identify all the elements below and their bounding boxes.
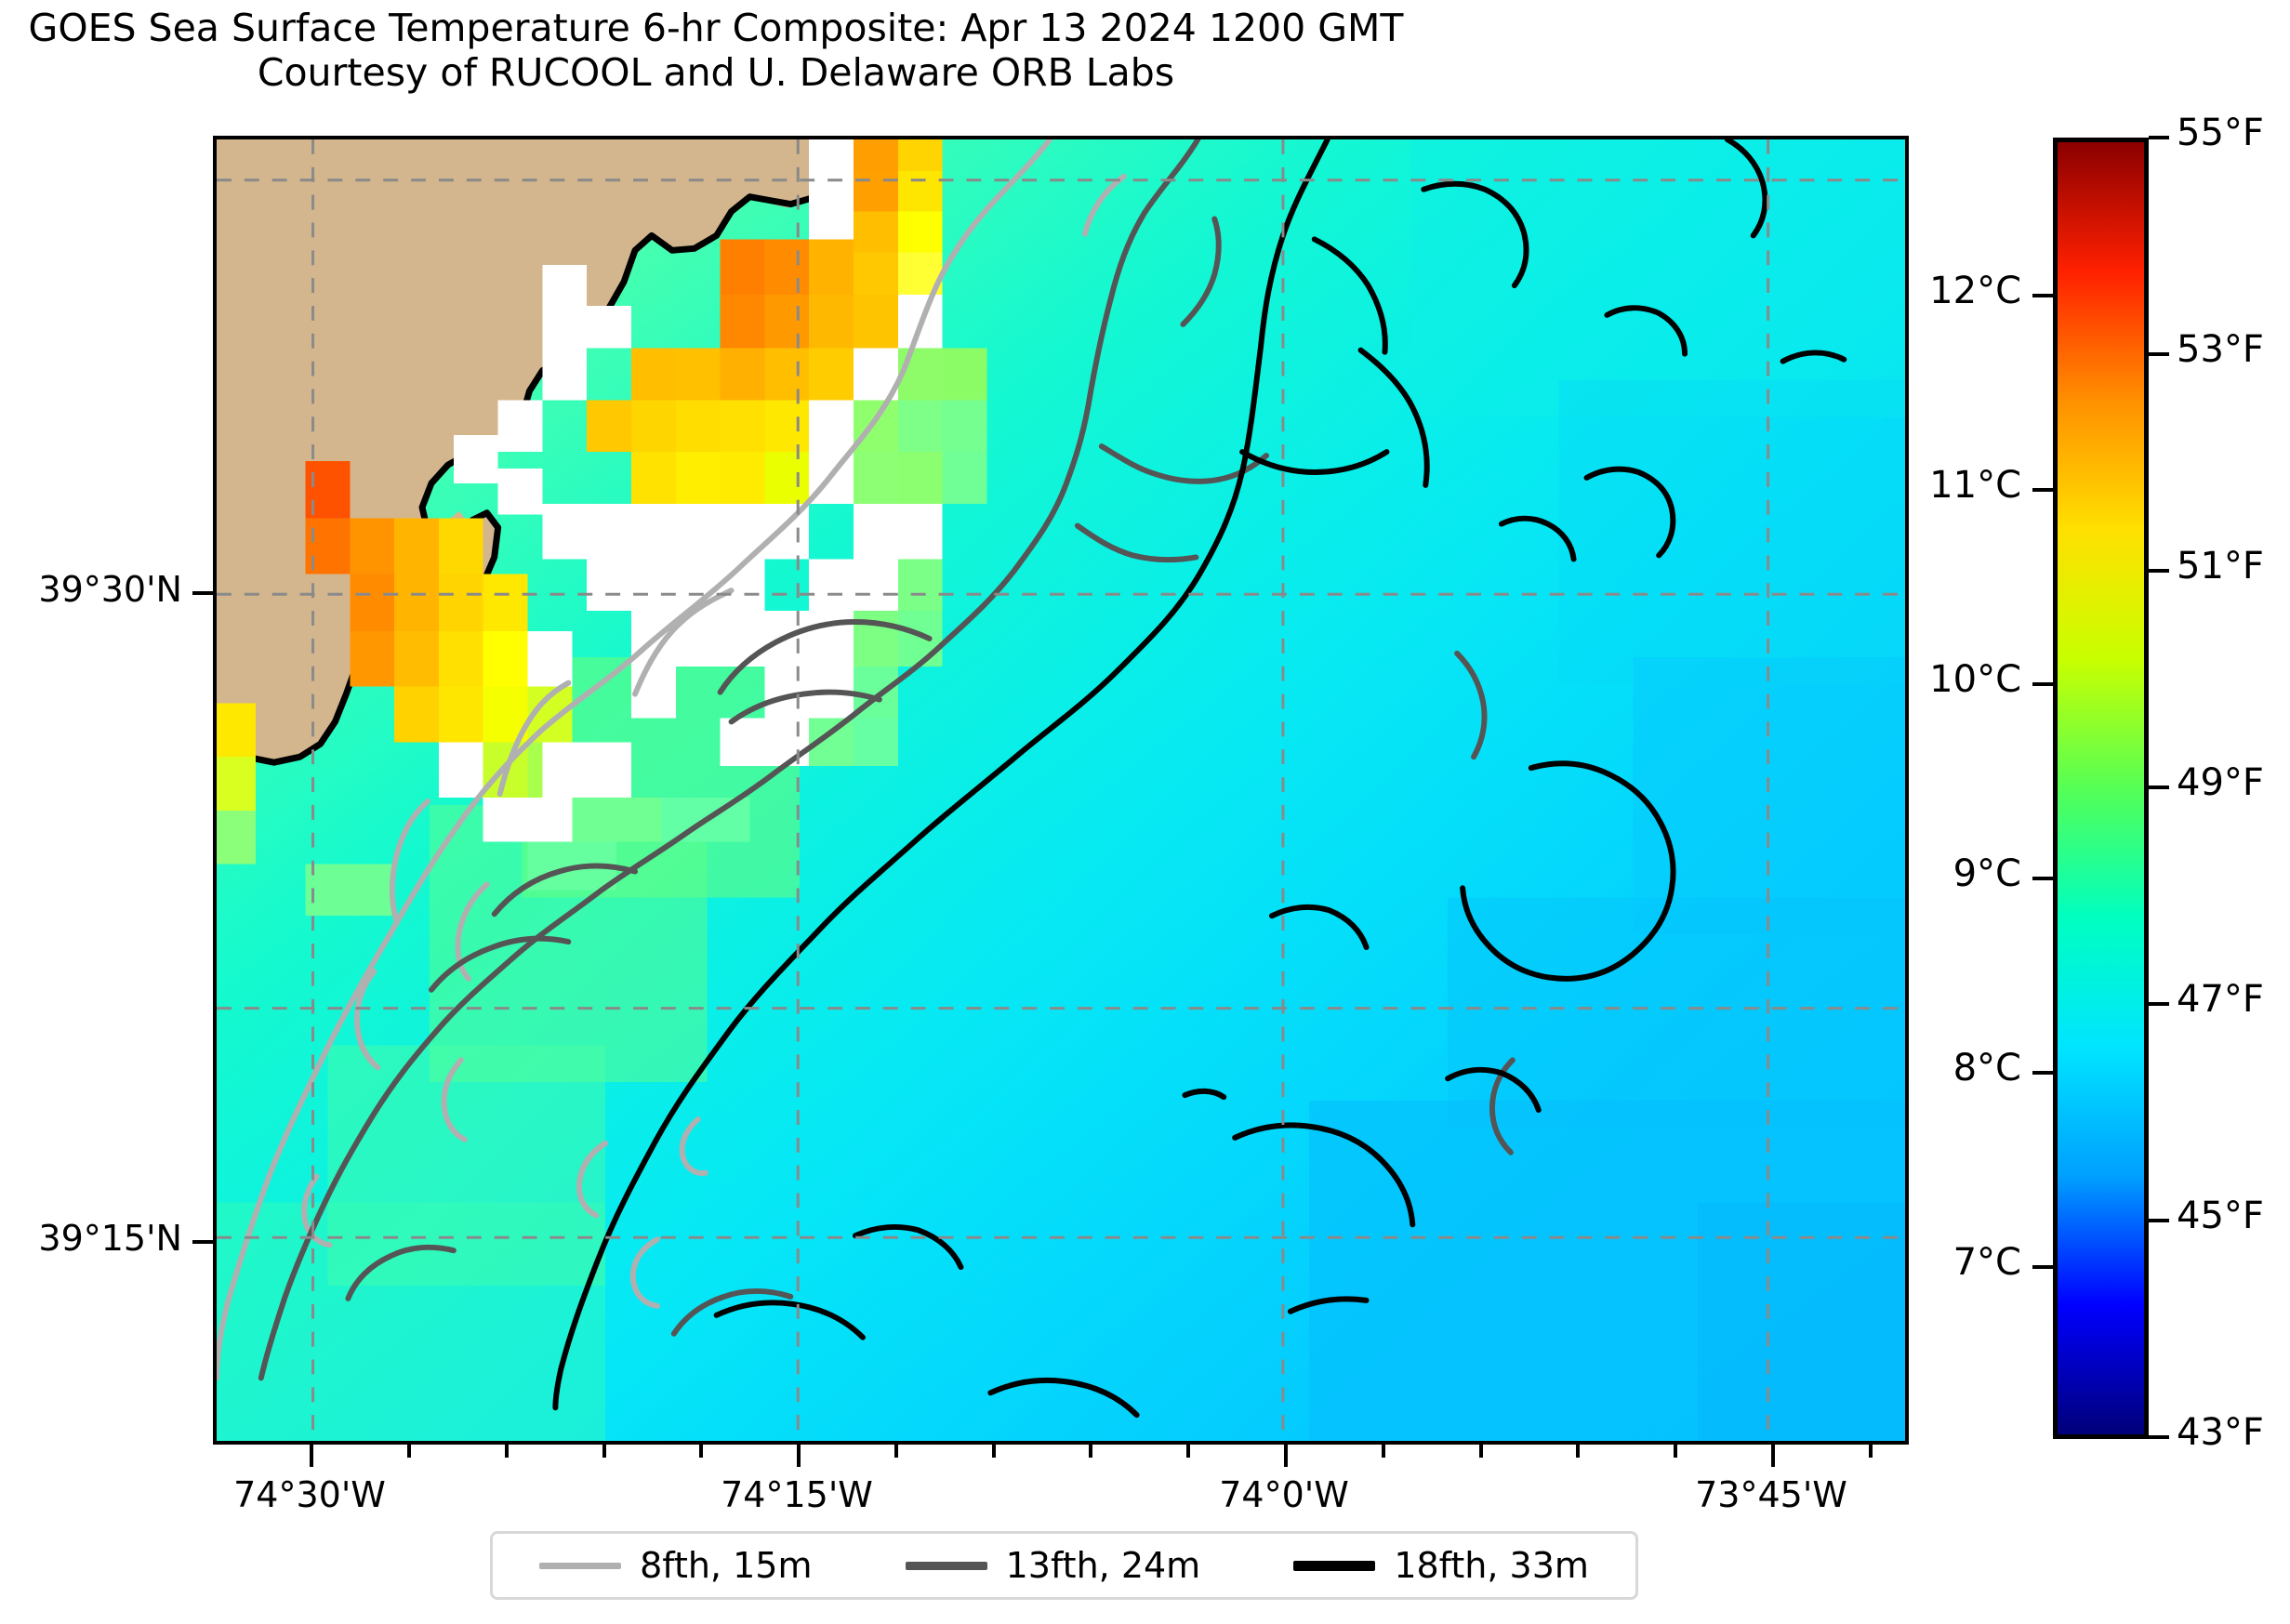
temperature-colorbar (2053, 138, 2149, 1439)
xtick-minor (894, 1445, 898, 1458)
legend-line-18fth (1293, 1560, 1376, 1571)
xtick-minor (1089, 1445, 1092, 1458)
xtick-minor (699, 1445, 703, 1458)
cbar-tick-45f (2149, 1219, 2169, 1222)
legend-item-8fth: 8fth, 15m (539, 1545, 812, 1586)
cbar-tick-49f (2149, 786, 2169, 789)
cbar-tick-12c (2032, 294, 2053, 297)
chart-title: GOES Sea Surface Temperature 6-hr Compos… (0, 6, 1432, 96)
xtick-minor (1674, 1445, 1677, 1458)
legend-line-8fth (539, 1562, 622, 1569)
xtick-minor (407, 1445, 411, 1458)
bathymetry-18fth-contour (552, 139, 1847, 1419)
map-canvas (217, 139, 1905, 1441)
colorbar-gradient (2058, 142, 2144, 1434)
ytick-mark-3915n (192, 1240, 213, 1244)
cbar-label-55f: 55°F (2177, 112, 2264, 154)
legend-label-18fth: 18fth, 33m (1394, 1545, 1589, 1586)
legend-item-13fth: 13fth, 24m (905, 1545, 1201, 1586)
ytick-label-3915n: 39°15'N (38, 1218, 182, 1259)
ytick-mark-3930n (192, 591, 213, 595)
xtick-minor (1576, 1445, 1580, 1458)
warm-sst-pixels (217, 139, 987, 917)
legend-label-8fth: 8fth, 15m (640, 1545, 813, 1586)
cbar-tick-47f (2149, 1002, 2169, 1006)
cbar-tick-9c (2032, 877, 2053, 880)
xtick-mark-7430w (310, 1445, 313, 1467)
cbar-label-9c: 9°C (1952, 852, 2021, 895)
cbar-label-11c: 11°C (1929, 464, 2021, 507)
cbar-tick-51f (2149, 569, 2169, 573)
xtick-minor (1382, 1445, 1385, 1458)
legend-line-13fth (905, 1561, 987, 1570)
cbar-label-10c: 10°C (1929, 658, 2021, 701)
xtick-minor (992, 1445, 996, 1458)
xtick-label-7430w: 74°30'W (233, 1474, 386, 1515)
title-line-1: GOES Sea Surface Temperature 6-hr Compos… (28, 6, 1404, 50)
cbar-label-53f: 53°F (2177, 328, 2264, 371)
xtick-label-7345w: 73°45'W (1695, 1474, 1847, 1515)
ytick-label-3930n: 39°30'N (38, 569, 182, 610)
cbar-tick-53f (2149, 352, 2169, 356)
xtick-label-7415w: 74°15'W (721, 1474, 873, 1515)
cbar-tick-10c (2032, 682, 2053, 686)
cbar-label-8c: 8°C (1952, 1047, 2021, 1089)
xtick-minor (1869, 1445, 1873, 1458)
cbar-label-47f: 47°F (2177, 978, 2264, 1021)
cbar-label-12c: 12°C (1929, 270, 2021, 312)
map-gridlines (217, 139, 1905, 1441)
title-line-2: Courtesy of RUCOOL and U. Delaware ORB L… (257, 50, 1175, 96)
xtick-minor (505, 1445, 509, 1458)
cbar-label-49f: 49°F (2177, 761, 2264, 804)
cbar-label-7c: 7°C (1952, 1241, 2021, 1284)
cbar-tick-55f (2149, 136, 2169, 139)
cbar-tick-11c (2032, 488, 2053, 492)
legend-label-13fth: 13fth, 24m (1005, 1545, 1201, 1586)
cbar-label-43f: 43°F (2177, 1411, 2264, 1454)
legend-item-18fth: 18fth, 33m (1293, 1545, 1589, 1586)
xtick-mark-7345w (1771, 1445, 1775, 1467)
xtick-label-740w: 74°0'W (1219, 1474, 1349, 1515)
xtick-minor (1479, 1445, 1483, 1458)
cbar-tick-8c (2032, 1071, 2053, 1075)
bathymetry-8fth-contour (217, 139, 1127, 1381)
cbar-tick-7c (2032, 1265, 2053, 1269)
xtick-mark-740w (1284, 1445, 1288, 1467)
sst-map-plot (213, 136, 1909, 1445)
xtick-mark-7415w (797, 1445, 801, 1467)
xtick-minor (602, 1445, 606, 1458)
cbar-label-45f: 45°F (2177, 1195, 2264, 1237)
cbar-tick-43f (2149, 1435, 2169, 1439)
bathymetry-13fth-contour (258, 139, 1516, 1381)
bathymetry-legend: 8fth, 15m 13fth, 24m 18fth, 33m (490, 1531, 1638, 1600)
cbar-label-51f: 51°F (2177, 545, 2264, 588)
xtick-minor (1186, 1445, 1190, 1458)
